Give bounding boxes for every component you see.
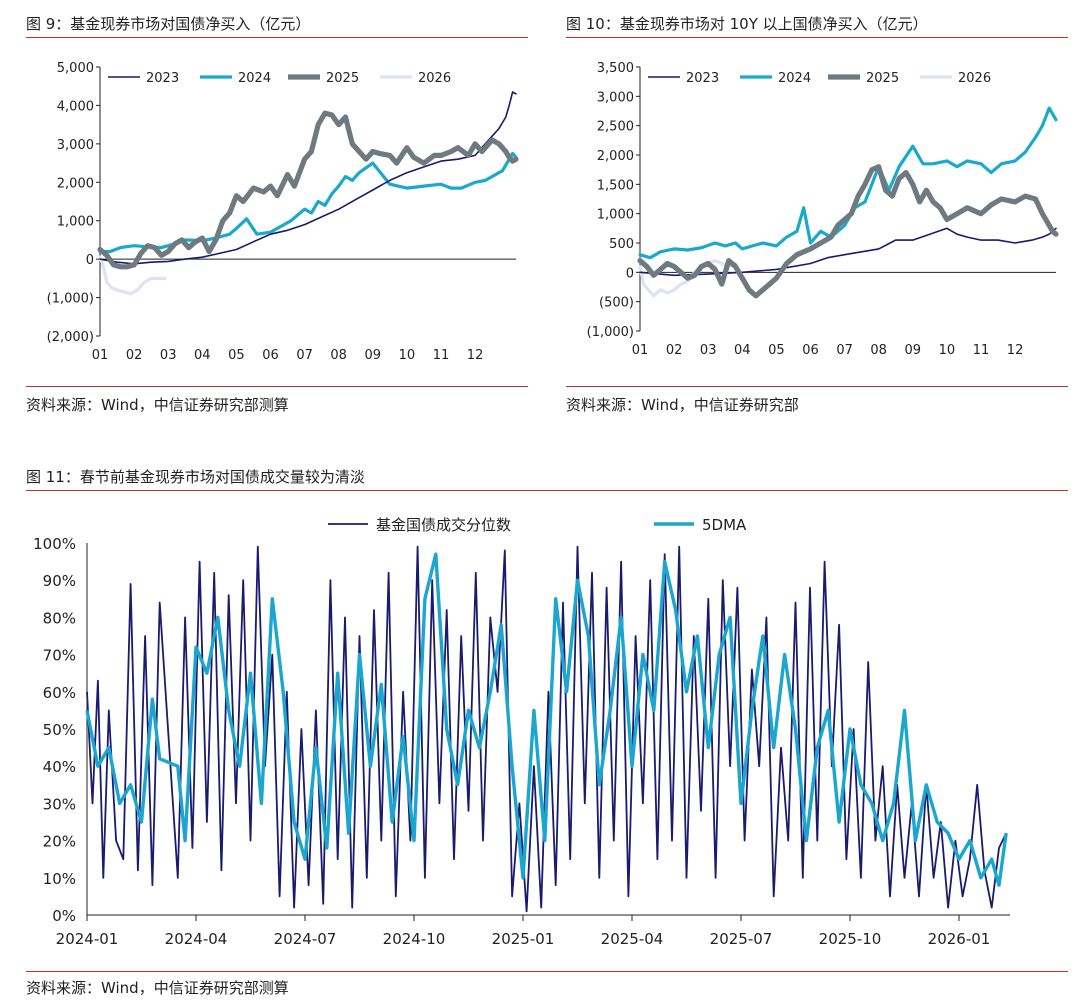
chart2-y-tick-label: 0	[626, 266, 634, 281]
chart3-y-tick-label: 100%	[33, 535, 76, 553]
chart1-y-tick-label: 1,000	[57, 215, 94, 230]
chart3-series-5dma	[85, 552, 1008, 887]
chart3-x-tick-label: 2024-01	[56, 930, 119, 948]
chart2-source: 资料来源：Wind，中信证券研究部	[566, 396, 799, 414]
chart1-series-2023	[99, 91, 517, 265]
chart3-title: 图 11：春节前基金现券市场对国债成交量较为清淡	[26, 468, 365, 486]
chart1-y-tick-label: 0	[86, 253, 94, 268]
chart1-y-tick-label: 4,000	[57, 99, 94, 114]
chart1-series-2025	[97, 110, 519, 270]
chart3-x-tick-label: 2025-04	[601, 930, 664, 948]
chart1-x-tick-label: 05	[228, 348, 245, 363]
chart2-x-tick-label: 01	[632, 343, 649, 358]
chart3-x-tick-label: 2024-10	[383, 930, 446, 948]
chart1-series-2024	[98, 151, 518, 254]
chart1-x-tick-label: 01	[92, 348, 109, 363]
chart2-x-tick-label: 03	[700, 343, 717, 358]
chart3-x-tick-label: 2025-10	[819, 930, 882, 948]
chart1-legend-label-2023: 2023	[146, 71, 179, 86]
chart1-x-tick-label: 02	[126, 348, 143, 363]
chart3-x-tick-label: 2024-07	[274, 930, 337, 948]
chart1-y-tick-label: 3,000	[57, 138, 94, 153]
chart2-series-2023	[639, 227, 1057, 277]
chart3-legend-label-5dma: 5DMA	[702, 516, 747, 534]
chart2-y-tick-label: 500	[609, 237, 634, 252]
chart3-bottom-rule	[26, 971, 1068, 972]
chart1-x-tick-label: 04	[194, 348, 211, 363]
chart2-y-tick-label: (1,000)	[587, 325, 634, 340]
chart1-y-tick-label: (1,000)	[47, 292, 94, 307]
chart3-y-tick-label: 40%	[43, 758, 76, 776]
chart2-y-tick-label: 2,500	[597, 120, 634, 135]
chart1-x-tick-label: 10	[399, 348, 416, 363]
chart1-bottom-rule	[26, 386, 528, 387]
chart3-y-tick-label: 10%	[43, 870, 76, 888]
chart1-series-2026	[98, 255, 167, 296]
chart3-y-tick-label: 30%	[43, 795, 76, 813]
chart2-x-tick-label: 10	[939, 343, 956, 358]
chart3-y-tick-label: 70%	[43, 647, 76, 665]
chart2-y-tick-label: 3,500	[597, 61, 634, 76]
chart1-y-tick-label: 5,000	[57, 61, 94, 76]
chart3-x-tick-label: 2025-01	[492, 930, 555, 948]
chart2-x-tick-label: 09	[905, 343, 922, 358]
chart2-x-tick-label: 06	[802, 343, 819, 358]
chart2-y-tick-label: 3,000	[597, 90, 634, 105]
chart2-top-rule	[566, 37, 1068, 38]
chart1-legend-label-2026: 2026	[418, 71, 451, 86]
chart2-x-tick-label: 05	[768, 343, 785, 358]
chart3-y-tick-label: 60%	[43, 684, 76, 702]
chart2-x-tick-label: 08	[870, 343, 887, 358]
chart1-source: 资料来源：Wind，中信证券研究部测算	[26, 396, 289, 414]
chart3-y-tick-label: 80%	[43, 609, 76, 627]
chart3-y-tick-label: 0%	[52, 907, 76, 925]
chart2-series-2024	[638, 106, 1058, 260]
chart2-legend-label-2025: 2025	[866, 71, 899, 86]
chart2-legend-label-2023: 2023	[686, 71, 719, 86]
chart1-top-rule	[26, 37, 528, 38]
chart3-x-tick-label: 2025-07	[710, 930, 773, 948]
chart2-x-tick-label: 04	[734, 343, 751, 358]
chart3-x-tick-label: 2026-01	[928, 930, 991, 948]
chart2-series-2025	[637, 164, 1059, 299]
chart3-top-rule	[26, 490, 1068, 491]
chart3-y-tick-label: 50%	[43, 721, 76, 739]
chart1-x-tick-label: 03	[160, 348, 177, 363]
chart1-x-tick-label: 07	[296, 348, 313, 363]
chart2-legend-label-2024: 2024	[778, 71, 811, 86]
chart2-y-tick-label: (500)	[599, 296, 634, 311]
chart1-title: 图 9：基金现券市场对国债净买入（亿元）	[26, 15, 311, 33]
chart3-legend-label-daily: 基金国债成交分位数	[376, 516, 511, 534]
chart1-y-tick-label: 2,000	[57, 176, 94, 191]
chart3-series-daily	[86, 545, 1008, 913]
chart3-y-tick-label: 90%	[43, 572, 76, 590]
chart3-source: 资料来源：Wind，中信证券研究部测算	[26, 979, 289, 997]
chart1-x-tick-label: 09	[365, 348, 382, 363]
chart2-series-2026	[638, 259, 738, 298]
chart2-x-tick-label: 07	[836, 343, 853, 358]
chart1-x-tick-label: 11	[433, 348, 450, 363]
chart1-x-tick-label: 08	[330, 348, 347, 363]
chart2-y-tick-label: 1,500	[597, 178, 634, 193]
chart1-x-tick-label: 06	[262, 348, 279, 363]
chart2-x-tick-label: 02	[666, 343, 683, 358]
chart1-y-tick-label: (2,000)	[47, 330, 94, 345]
chart2-bottom-rule	[566, 386, 1068, 387]
chart2-y-tick-label: 2,000	[597, 149, 634, 164]
chart1-legend-label-2024: 2024	[238, 71, 271, 86]
chart2-x-tick-label: 11	[973, 343, 990, 358]
chart2-x-tick-label: 12	[1007, 343, 1024, 358]
chart3-x-tick-label: 2024-04	[165, 930, 228, 948]
chart2-legend-label-2026: 2026	[958, 71, 991, 86]
chart2-y-tick-label: 1,000	[597, 208, 634, 223]
chart1-legend-label-2025: 2025	[326, 71, 359, 86]
chart1-x-tick-label: 12	[467, 348, 484, 363]
chart2-title: 图 10：基金现券市场对 10Y 以上国债净买入（亿元）	[566, 15, 928, 33]
chart3-y-tick-label: 20%	[43, 833, 76, 851]
